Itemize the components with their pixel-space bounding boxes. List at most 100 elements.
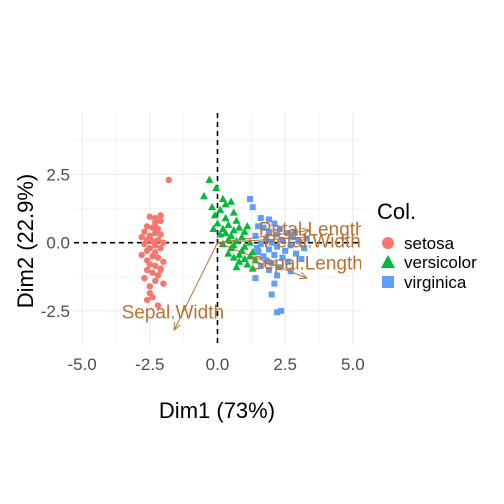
legend-label: versicolor	[404, 253, 477, 272]
point-setosa	[138, 251, 145, 259]
point-setosa	[160, 258, 167, 265]
point-virginica	[252, 275, 259, 282]
point-virginica	[295, 238, 302, 245]
point-versicolor	[229, 226, 238, 234]
variable-label: Petal.Length	[259, 219, 366, 240]
point-setosa	[152, 223, 159, 230]
point-virginica	[252, 232, 259, 239]
x-tick-label: -2.5	[135, 355, 164, 374]
point-versicolor	[216, 230, 225, 238]
point-setosa	[149, 269, 156, 276]
point-virginica	[284, 258, 291, 265]
point-setosa	[154, 302, 162, 309]
x-tick-label: 5.0	[341, 355, 365, 374]
point-virginica	[246, 195, 253, 202]
point-virginica	[257, 262, 264, 269]
point-versicolor	[235, 257, 244, 265]
point-versicolor	[229, 208, 238, 216]
point-setosa	[160, 239, 167, 246]
legend-label: setosa	[404, 234, 455, 253]
reference-lines	[74, 113, 361, 345]
point-virginica	[263, 235, 270, 242]
point-setosa	[146, 213, 154, 220]
legend: Col. setosa versicolor virginica	[377, 199, 477, 292]
point-virginica	[257, 215, 264, 222]
y-tick-label: 2.5	[46, 165, 70, 184]
point-versicolor	[232, 263, 241, 271]
point-versicolor	[210, 211, 219, 219]
arrow-Petal.Width	[217, 236, 309, 244]
point-versicolor	[235, 250, 244, 258]
point-versicolor	[209, 224, 218, 232]
point-setosa	[160, 280, 167, 287]
point-versicolor	[237, 232, 246, 241]
point-virginica	[274, 309, 281, 316]
legend-key-square	[382, 276, 394, 288]
arrowhead-Sepal.Width	[173, 321, 181, 332]
point-versicolor	[218, 194, 227, 202]
point-virginica	[271, 280, 278, 287]
variable-label: Sepal.Width	[122, 303, 224, 324]
point-setosa	[141, 240, 148, 248]
point-setosa	[154, 254, 162, 261]
point-versicolor	[240, 227, 249, 235]
point-virginica	[279, 236, 286, 243]
point-setosa	[165, 176, 172, 184]
point-versicolor	[235, 223, 244, 231]
point-versicolor	[199, 192, 208, 200]
point-virginica	[271, 220, 278, 227]
arrow-Sepal.Length	[217, 242, 308, 279]
x-tick-label: 2.5	[273, 355, 297, 374]
point-virginica	[278, 307, 285, 314]
legend-title: Col.	[377, 199, 416, 224]
variable-arrows	[173, 227, 311, 332]
point-versicolor	[229, 253, 238, 261]
legend-entry-setosa: setosa	[382, 234, 455, 253]
point-virginica	[253, 245, 260, 252]
point-virginica	[293, 250, 300, 257]
point-setosa	[146, 283, 154, 290]
point-setosa	[154, 236, 162, 244]
point-versicolor	[213, 219, 222, 227]
point-setosa	[138, 233, 145, 241]
point-virginica	[268, 291, 275, 298]
point-versicolor	[221, 213, 230, 222]
point-versicolor	[221, 228, 230, 237]
x-axis-ticks: -5.0 -2.5 0.0 2.5 5.0	[67, 355, 364, 374]
point-virginica	[265, 228, 272, 235]
point-versicolor	[224, 220, 233, 228]
variable-label: Sepal.Length	[251, 253, 363, 274]
point-versicolor	[224, 249, 233, 257]
arrow-Petal.Length	[217, 229, 310, 244]
point-setosa	[141, 228, 148, 235]
legend-label: virginica	[404, 273, 467, 292]
point-versicolor	[216, 205, 225, 213]
point-versicolor	[243, 260, 252, 268]
legend-entry-versicolor: versicolor	[381, 253, 477, 272]
point-setosa	[143, 247, 151, 255]
point-versicolor	[232, 216, 241, 224]
y-tick-label: 0.0	[46, 234, 70, 253]
point-versicolor	[251, 256, 260, 264]
x-tick-label: 0.0	[206, 355, 230, 374]
point-virginica	[290, 234, 297, 241]
point-setosa	[157, 244, 164, 252]
point-virginica	[255, 223, 262, 230]
point-virginica	[265, 246, 272, 253]
arrowhead-Petal.Length	[301, 227, 311, 235]
point-setosa	[157, 212, 164, 219]
point-setosa	[157, 231, 164, 238]
point-virginica	[265, 266, 272, 273]
point-versicolor	[227, 197, 236, 205]
point-virginica	[263, 257, 270, 264]
point-virginica	[274, 243, 281, 250]
point-virginica	[282, 247, 289, 254]
point-versicolor	[212, 183, 221, 192]
y-tick-label: -2.5	[41, 302, 70, 321]
legend-entry-virginica: virginica	[382, 273, 467, 292]
point-setosa	[152, 229, 159, 237]
legend-key-triangle	[381, 255, 395, 268]
point-virginica	[279, 254, 286, 261]
variable-label: Petal.Width	[264, 232, 361, 253]
